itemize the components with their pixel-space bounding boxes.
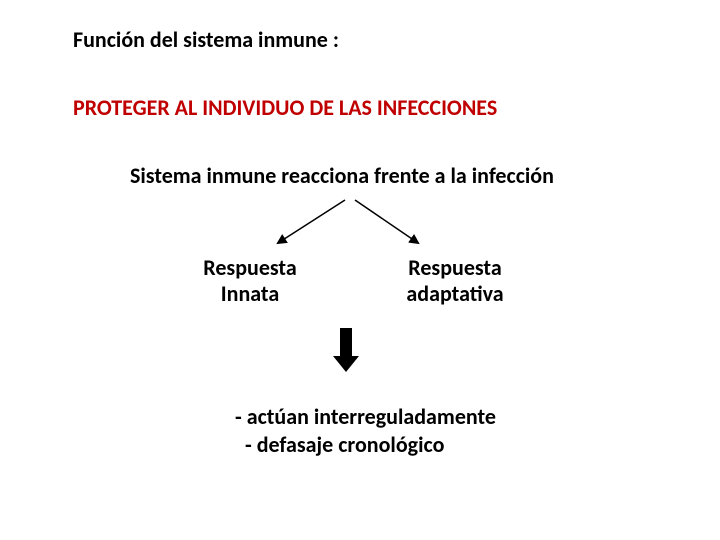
branch-left: Respuesta Innata: [190, 255, 310, 308]
footer-line1: - actúan interreguladamente: [235, 403, 496, 431]
branch-left-line2: Innata: [190, 281, 310, 307]
branch-right-line1: Respuesta: [390, 255, 520, 281]
footer-line2: - defasaje cronológico: [235, 431, 496, 459]
branch-right: Respuesta adaptativa: [390, 255, 520, 308]
split-arrows-icon: [260, 195, 440, 250]
branch-left-line1: Respuesta: [190, 255, 310, 281]
footer-notes: - actúan interreguladamente - defasaje c…: [235, 403, 496, 458]
down-arrow-icon: [333, 328, 359, 372]
slide-subtitle: PROTEGER AL INDIVIDUO DE LAS INFECCIONES: [73, 94, 497, 121]
reaction-text: Sistema inmune reacciona frente a la inf…: [130, 162, 554, 189]
branch-right-line2: adaptativa: [390, 281, 520, 307]
slide-title: Función del sistema inmune :: [73, 26, 339, 53]
